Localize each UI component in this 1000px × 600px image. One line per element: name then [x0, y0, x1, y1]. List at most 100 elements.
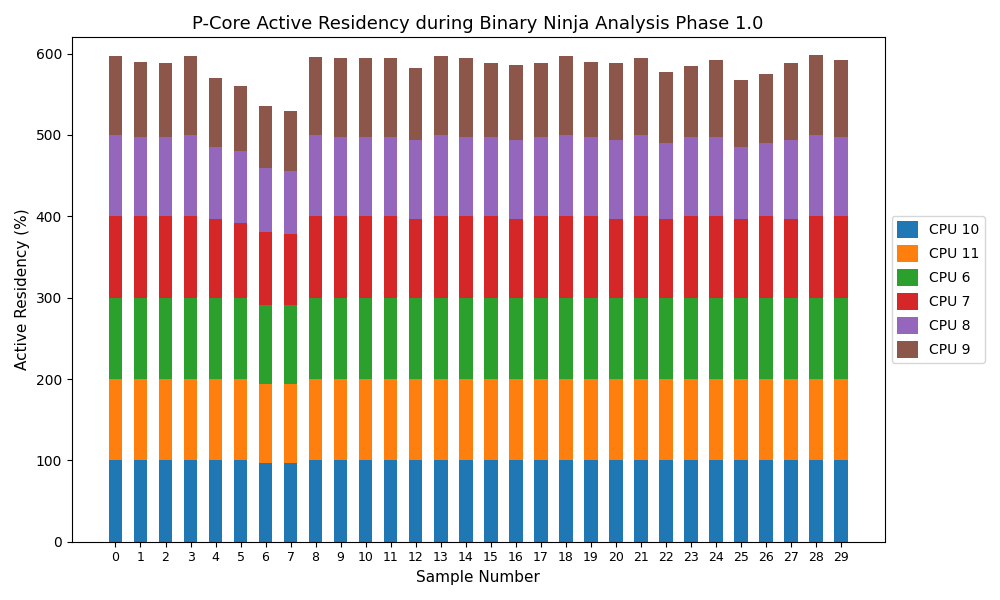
Bar [734, 80, 748, 147]
Bar [834, 379, 848, 460]
Bar [109, 379, 122, 460]
Bar [709, 217, 723, 298]
Bar [559, 460, 573, 542]
Bar [334, 217, 347, 298]
Bar [159, 460, 172, 542]
Bar [159, 64, 172, 137]
Bar [334, 460, 347, 542]
Bar [759, 217, 773, 298]
Bar [309, 298, 322, 379]
Bar [534, 217, 548, 298]
Bar [809, 379, 823, 460]
Bar [109, 56, 122, 135]
Bar [159, 298, 172, 379]
Title: P-Core Active Residency during Binary Ninja Analysis Phase 1.0: P-Core Active Residency during Binary Ni… [192, 15, 764, 33]
Bar [784, 298, 798, 379]
Bar [284, 112, 297, 171]
Bar [159, 379, 172, 460]
Bar [359, 137, 372, 217]
Bar [134, 460, 147, 542]
Bar [734, 147, 748, 219]
Bar [809, 217, 823, 298]
Bar [209, 147, 222, 219]
Bar [509, 219, 523, 298]
Bar [834, 298, 848, 379]
Bar [409, 68, 422, 140]
Bar [584, 137, 598, 217]
Bar [134, 137, 147, 217]
Bar [634, 379, 648, 460]
Bar [134, 62, 147, 137]
Bar [534, 137, 548, 217]
Bar [559, 379, 573, 460]
Bar [484, 460, 498, 542]
Bar [384, 137, 397, 217]
Bar [709, 298, 723, 379]
Bar [259, 305, 272, 384]
Bar [759, 379, 773, 460]
Bar [309, 379, 322, 460]
Bar [484, 217, 498, 298]
Bar [409, 219, 422, 298]
Bar [659, 219, 673, 298]
Bar [459, 137, 473, 217]
Bar [284, 171, 297, 234]
Bar [359, 460, 372, 542]
Bar [159, 137, 172, 217]
Bar [634, 135, 648, 217]
Y-axis label: Active Residency (%): Active Residency (%) [15, 209, 30, 370]
Bar [334, 298, 347, 379]
Bar [209, 78, 222, 147]
Bar [709, 379, 723, 460]
Bar [384, 460, 397, 542]
Bar [259, 384, 272, 463]
Bar [234, 151, 247, 223]
Bar [809, 135, 823, 217]
Bar [409, 379, 422, 460]
Bar [684, 298, 698, 379]
Bar [784, 62, 798, 140]
Bar [109, 298, 122, 379]
Bar [134, 379, 147, 460]
Bar [659, 379, 673, 460]
Bar [809, 298, 823, 379]
Bar [484, 298, 498, 379]
Bar [234, 379, 247, 460]
Bar [284, 305, 297, 384]
Bar [709, 60, 723, 137]
Bar [759, 460, 773, 542]
Bar [434, 217, 448, 298]
Bar [659, 298, 673, 379]
Bar [834, 137, 848, 217]
Bar [509, 65, 523, 140]
Bar [734, 460, 748, 542]
Bar [784, 219, 798, 298]
Bar [334, 137, 347, 217]
Bar [534, 62, 548, 137]
Bar [734, 379, 748, 460]
Bar [484, 379, 498, 460]
Bar [634, 298, 648, 379]
Bar [534, 379, 548, 460]
Bar [459, 58, 473, 137]
Bar [834, 460, 848, 542]
Bar [709, 137, 723, 217]
Bar [259, 232, 272, 305]
Bar [834, 60, 848, 137]
Bar [759, 74, 773, 143]
Bar [434, 135, 448, 217]
Bar [584, 62, 598, 137]
Bar [409, 460, 422, 542]
Bar [384, 58, 397, 137]
Bar [809, 460, 823, 542]
Bar [209, 379, 222, 460]
Bar [734, 298, 748, 379]
Bar [684, 379, 698, 460]
Bar [309, 57, 322, 135]
Bar [434, 379, 448, 460]
Bar [409, 298, 422, 379]
Bar [484, 137, 498, 217]
Bar [484, 62, 498, 137]
Bar [109, 460, 122, 542]
Bar [609, 460, 623, 542]
